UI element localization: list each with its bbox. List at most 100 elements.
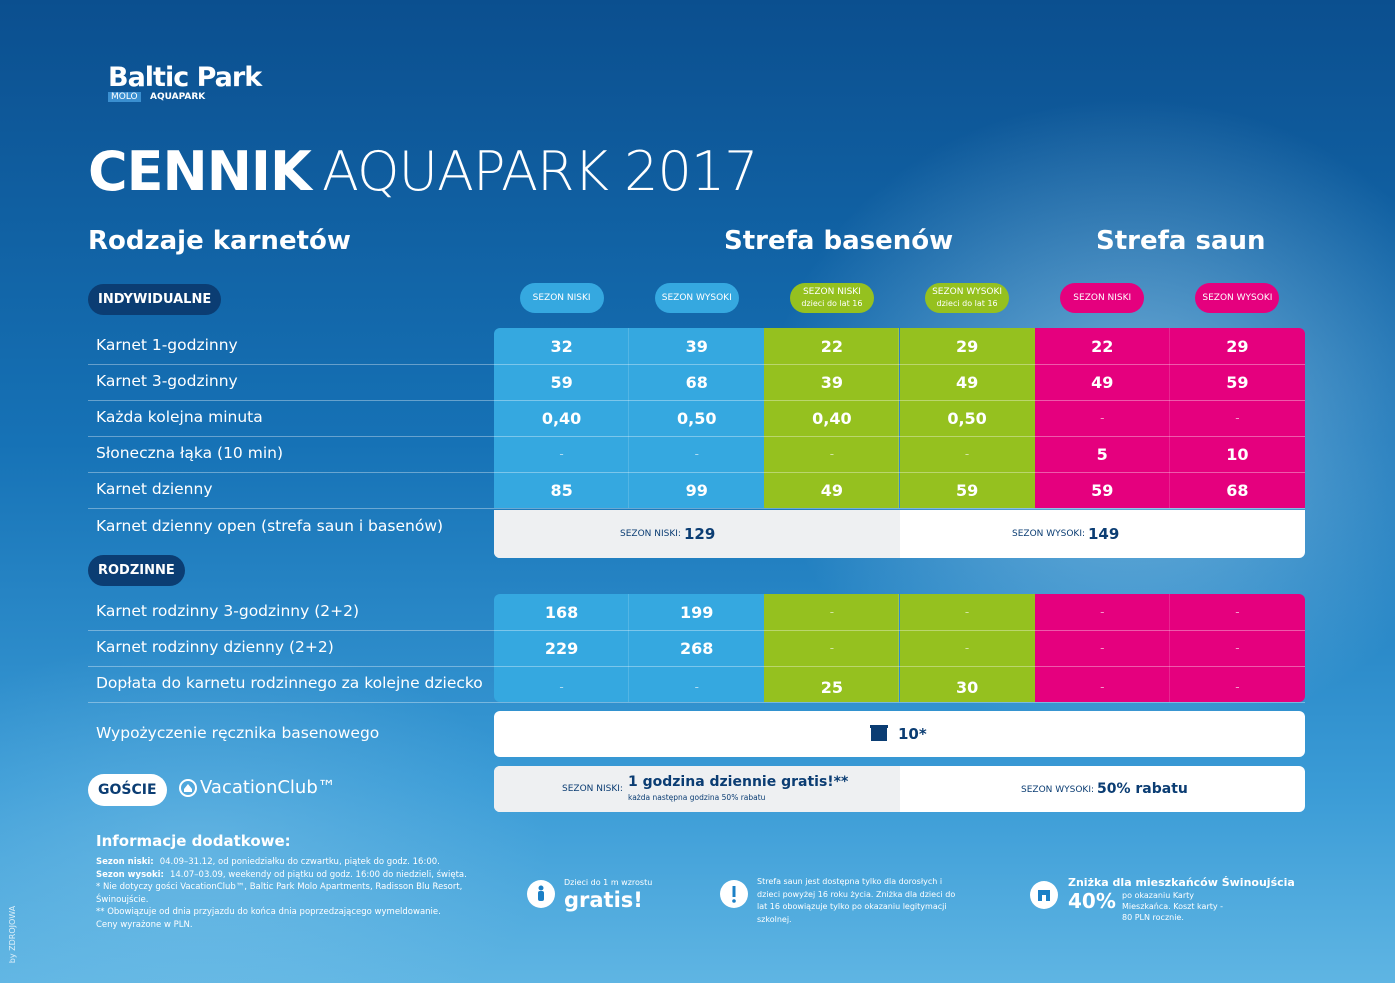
price-cell: - xyxy=(829,447,835,461)
row-separator xyxy=(88,666,1305,667)
price-cell: 0,40 xyxy=(541,408,582,428)
row-separator xyxy=(88,630,1305,631)
price-cell: 25 xyxy=(820,677,844,697)
column-band xyxy=(764,594,900,702)
credit: by ZDROJOWA xyxy=(8,905,18,964)
row-label: Dopłata do karnetu rodzinnego za kolejne… xyxy=(96,674,483,692)
kids-icon xyxy=(527,880,555,908)
guests-box: SEZON NISKI: 1 godzina dziennie gratis!*… xyxy=(494,766,1305,812)
row-separator xyxy=(88,472,1305,473)
price-cell: 30 xyxy=(955,677,979,697)
title-bold: CENNIK xyxy=(88,140,312,203)
price-cell: 5 xyxy=(1096,444,1108,464)
heading: Strefa basenów xyxy=(724,226,954,256)
row-label: Karnet 1-godzinny xyxy=(96,336,238,354)
price-block xyxy=(494,594,1305,702)
column-band xyxy=(629,594,765,702)
info-text: * Nie dotyczy gości VacationClub™, Balti… xyxy=(96,882,463,905)
open-low-value: 129 xyxy=(684,525,716,543)
price-cell: 39 xyxy=(820,372,844,392)
price-cell: - xyxy=(1235,605,1240,619)
price-cell: 99 xyxy=(685,480,708,500)
price-cell: 49 xyxy=(955,372,979,392)
row-separator xyxy=(88,364,1305,365)
price-cell: 168 xyxy=(544,602,579,622)
column-label: SEZON NISKI xyxy=(532,292,591,303)
guests-low-text: 1 godzina dziennie gratis!** xyxy=(628,774,849,790)
title-light: AQUAPARK 2017 xyxy=(322,140,759,203)
column-band xyxy=(899,594,1035,702)
row-label: Karnet 3-godzinny xyxy=(96,372,238,390)
column-label: SEZON WYSOKI xyxy=(661,292,732,303)
guests-low xyxy=(494,766,900,812)
club-icon xyxy=(179,779,197,797)
price-cell: - xyxy=(829,641,835,655)
price-cell: - xyxy=(559,447,564,461)
price-cell: - xyxy=(694,447,699,461)
price-cell: 268 xyxy=(680,638,714,658)
residents-text: po okazaniu Karty Mieszkańca. Koszt kart… xyxy=(1122,891,1224,922)
price-cell: - xyxy=(1100,411,1105,425)
towel-price: 10* xyxy=(898,725,927,743)
price-cell: - xyxy=(829,605,835,619)
open-low xyxy=(494,510,900,558)
price-block xyxy=(494,328,1305,508)
price-cell: 59 xyxy=(955,480,979,500)
row-separator xyxy=(88,436,1305,437)
price-cell: - xyxy=(1100,641,1105,655)
open-low-label: SEZON NISKI: xyxy=(620,529,681,539)
column-band xyxy=(1169,328,1305,508)
residents-icon xyxy=(1030,881,1058,909)
sauna-note: Strefa saun jest dostępna tylko dla doro… xyxy=(757,877,956,924)
price-cell: 59 xyxy=(1091,480,1114,500)
price-cell: 29 xyxy=(955,336,979,356)
price-cell: - xyxy=(1100,680,1105,694)
info-text: 04.09–31.12, od poniedziałku do czwartku… xyxy=(159,857,440,867)
info-list: Sezon niski: 04.09–31.12, od poniedziałku… xyxy=(96,856,516,931)
column-band xyxy=(494,328,630,508)
price-cell: 68 xyxy=(685,372,708,392)
heading: Strefa saun xyxy=(1096,226,1266,256)
price-cell: - xyxy=(1235,411,1240,425)
row-separator xyxy=(88,702,1305,703)
info-term: Sezon niski: xyxy=(96,857,154,867)
residents-big: 40% xyxy=(1068,889,1116,913)
price-cell: 85 xyxy=(550,480,573,500)
price-cell: - xyxy=(694,680,699,694)
row-label: Karnet rodzinny dzienny (2+2) xyxy=(96,638,334,656)
open-high-value: 149 xyxy=(1088,525,1120,543)
column-label: SEZON WYSOKI xyxy=(932,287,1003,297)
info-line: Ceny wyrażone w PLN. xyxy=(96,919,516,932)
column-header: SEZON WYSOKI dzieci do lat 16 xyxy=(925,283,1010,313)
open-row: SEZON NISKI: 129 SEZON WYSOKI: 149 xyxy=(494,510,1305,558)
section-badge: INDYWIDUALNE xyxy=(88,284,222,315)
logo-sub: MOLO xyxy=(108,92,141,102)
towel-box: 10* xyxy=(494,711,1305,757)
column-header: SEZON NISKI xyxy=(519,283,604,313)
column-band xyxy=(1169,594,1305,702)
column-header: SEZON WYSOKI xyxy=(1195,283,1280,313)
price-cell: 39 xyxy=(685,336,708,356)
alert-icon xyxy=(720,880,748,908)
kids-small: Dzieci do 1 m wzrostu xyxy=(564,878,653,887)
row-label: Karnet dzienny xyxy=(96,480,213,498)
column-band xyxy=(764,328,900,508)
price-cell: - xyxy=(1235,680,1240,694)
column-label: SEZON WYSOKI xyxy=(1202,292,1273,303)
column-band xyxy=(1034,328,1170,508)
row-label: Karnet rodzinny 3-godzinny (2+2) xyxy=(96,602,360,620)
guests-low-note: każda następna godzina 50% rabatu xyxy=(628,793,766,802)
price-cell: 29 xyxy=(1226,336,1249,356)
guests-high-label: SEZON WYSOKI: xyxy=(1021,785,1095,795)
price-cell: 49 xyxy=(1091,372,1114,392)
info-line: * Nie dotyczy gości VacationClub™, Balti… xyxy=(96,881,516,906)
logo-sub: AQUAPARK xyxy=(150,92,206,102)
price-cell: 59 xyxy=(1226,372,1249,392)
row-label: Każda kolejna minuta xyxy=(96,408,263,426)
column-band xyxy=(899,328,1035,508)
price-cell: - xyxy=(559,680,564,694)
row-label: Karnet dzienny open (strefa saun i basen… xyxy=(96,517,444,535)
row-label: Słoneczna łąka (10 min) xyxy=(96,444,283,462)
column-band xyxy=(629,328,765,508)
info-text: ** Obowiązuje od dnia przyjazdu do końca… xyxy=(96,907,441,917)
